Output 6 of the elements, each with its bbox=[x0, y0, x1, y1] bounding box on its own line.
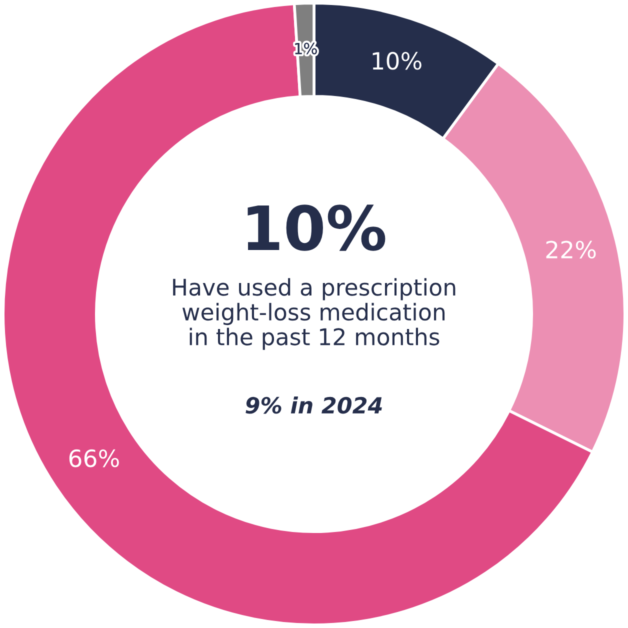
text: 10% bbox=[248, 204, 386, 251]
text: 9% in 2024 bbox=[246, 396, 382, 414]
data-label: 66% bbox=[69, 449, 119, 468]
data-label: 22% bbox=[546, 240, 596, 259]
text: Have used a prescription weight-loss medication in the past 12 months bbox=[173, 278, 456, 350]
data-label: 10% bbox=[372, 52, 422, 70]
